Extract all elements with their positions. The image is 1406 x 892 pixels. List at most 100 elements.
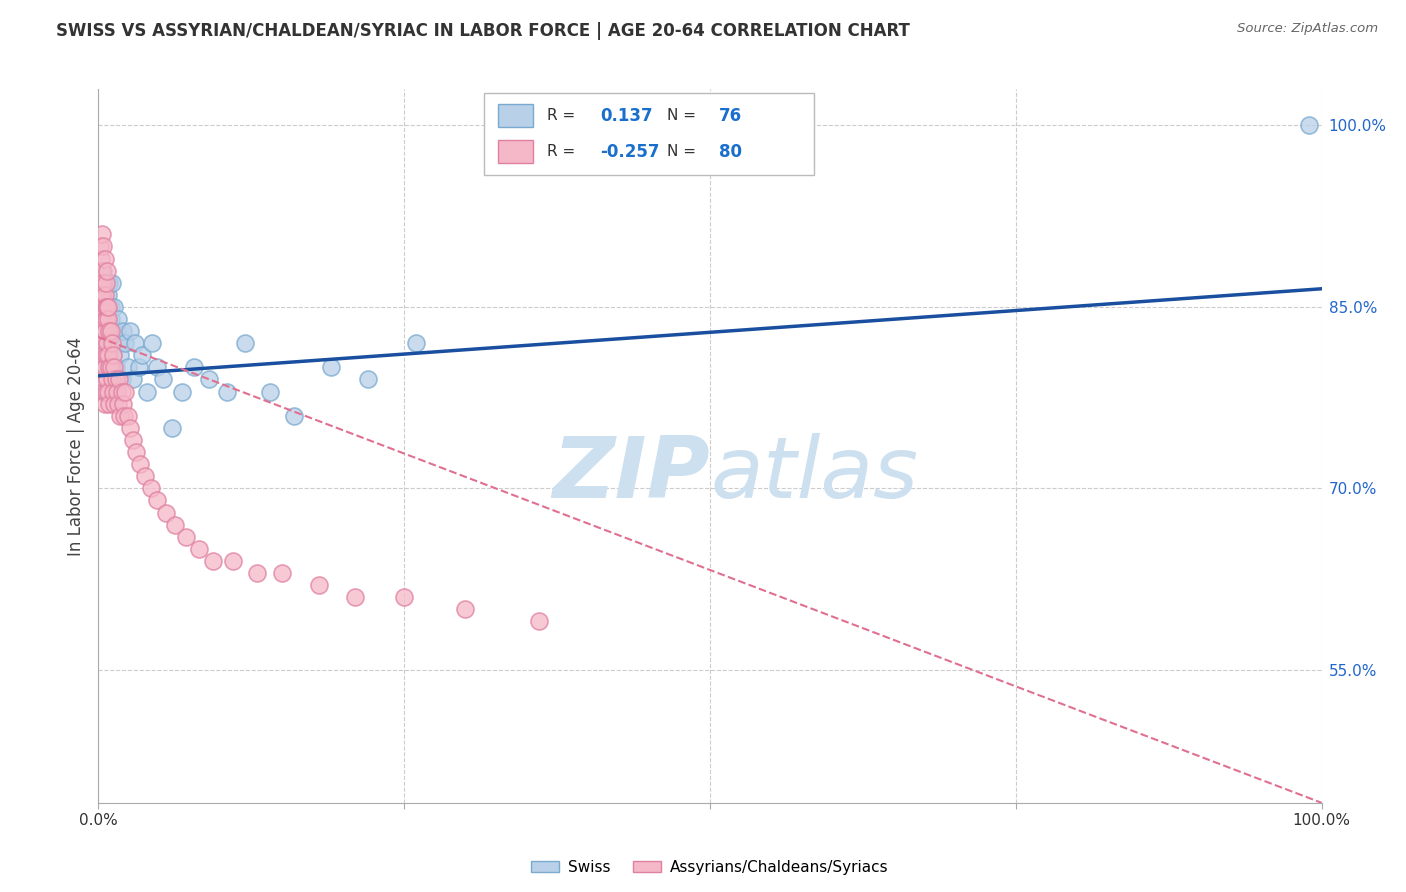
Point <box>259 384 281 399</box>
Point <box>89 348 111 362</box>
Point <box>111 384 134 399</box>
Point <box>454 602 477 616</box>
Point <box>101 348 124 362</box>
Point <box>110 409 132 423</box>
Point <box>94 360 117 375</box>
Point <box>114 384 136 399</box>
Point <box>100 300 122 314</box>
Point <box>91 348 114 362</box>
Point <box>165 517 187 532</box>
Point <box>100 360 122 375</box>
Point <box>155 506 177 520</box>
Point <box>91 276 114 290</box>
Point <box>91 300 114 314</box>
Point <box>215 384 238 399</box>
Point <box>101 372 124 386</box>
Point <box>141 336 163 351</box>
Point <box>108 336 131 351</box>
Text: 80: 80 <box>718 143 741 161</box>
Point <box>308 578 330 592</box>
Point <box>93 324 115 338</box>
Point <box>103 300 125 314</box>
Point <box>98 276 121 290</box>
Point <box>1298 119 1320 133</box>
Point <box>101 324 124 338</box>
Point <box>93 324 115 338</box>
Point <box>91 276 114 290</box>
Point <box>222 554 245 568</box>
Point <box>98 397 121 411</box>
Text: 76: 76 <box>718 107 742 125</box>
Point <box>90 300 112 314</box>
Point <box>111 324 134 338</box>
Point <box>89 276 111 290</box>
FancyBboxPatch shape <box>484 93 814 175</box>
Point <box>98 360 121 375</box>
Point <box>108 372 131 386</box>
Point <box>90 263 112 277</box>
Point <box>98 324 121 338</box>
Point <box>90 360 112 375</box>
Point <box>96 276 118 290</box>
Point <box>187 541 209 556</box>
Point <box>96 263 118 277</box>
Text: atlas: atlas <box>710 433 918 516</box>
Point <box>134 469 156 483</box>
Point <box>121 433 143 447</box>
Point <box>392 590 416 604</box>
Point <box>110 348 132 362</box>
Point <box>97 312 120 326</box>
Point <box>93 276 115 290</box>
Point <box>146 493 169 508</box>
Point <box>90 276 112 290</box>
Point <box>197 372 219 386</box>
Point <box>94 276 117 290</box>
Point <box>112 409 135 423</box>
Point <box>89 312 111 326</box>
Text: 0.137: 0.137 <box>600 107 652 125</box>
Point <box>91 336 114 351</box>
Point <box>94 300 117 314</box>
Point <box>94 348 117 362</box>
Point <box>94 312 117 326</box>
Legend: Swiss, Assyrians/Chaldeans/Syriacs: Swiss, Assyrians/Chaldeans/Syriacs <box>526 854 894 880</box>
Point <box>91 384 114 399</box>
Point <box>91 239 114 253</box>
Point <box>89 276 111 290</box>
Text: R =: R = <box>547 108 581 123</box>
Point <box>125 445 148 459</box>
Point <box>94 336 117 351</box>
Point <box>233 336 256 351</box>
Point <box>139 481 162 495</box>
Point <box>170 384 193 399</box>
Point <box>131 348 153 362</box>
Point <box>93 384 115 399</box>
Point <box>111 397 134 411</box>
Point <box>91 348 114 362</box>
Point <box>91 263 114 277</box>
Point <box>98 336 121 351</box>
Point <box>94 324 117 338</box>
Point <box>100 324 122 338</box>
Point <box>100 360 122 375</box>
Point <box>90 288 112 302</box>
Point <box>107 312 129 326</box>
Point <box>152 372 174 386</box>
Text: N =: N = <box>668 145 702 160</box>
Point <box>91 312 114 326</box>
Point <box>97 360 120 375</box>
Point <box>90 324 112 338</box>
Point <box>94 300 117 314</box>
Bar <box>498 140 533 163</box>
Point <box>344 590 367 604</box>
Point <box>96 300 118 314</box>
Point <box>120 421 142 435</box>
Point <box>91 360 114 375</box>
Point <box>91 372 114 386</box>
Point <box>91 312 114 326</box>
Point <box>405 336 427 351</box>
Point <box>246 566 269 580</box>
Point <box>527 615 550 629</box>
Point <box>105 384 128 399</box>
Point <box>117 409 139 423</box>
